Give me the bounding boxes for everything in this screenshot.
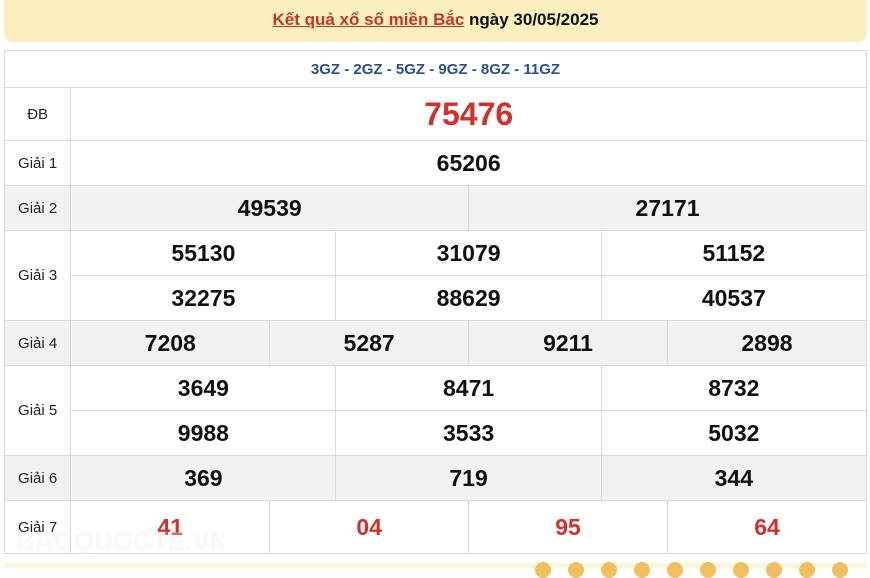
prize-4-value: 2898 <box>666 320 868 366</box>
prize-5-value: 3533 <box>335 410 602 456</box>
prize-5-value: 8471 <box>335 365 602 411</box>
page-title: Kết quả xổ số miền Bắc ngày 30/05/2025 <box>4 0 867 42</box>
results-table: 3GZ - 2GZ - 5GZ - 9GZ - 8GZ - 11GZ ĐB 754… <box>3 50 868 554</box>
prize-3-value: 51152 <box>600 230 868 276</box>
prize-label: Giải 1 <box>3 140 72 186</box>
prize-label: Giải 3 <box>3 230 72 321</box>
prize-5-value: 9988 <box>70 410 337 456</box>
prize-7-value: 64 <box>666 500 868 554</box>
prize-label: ĐB <box>3 87 72 141</box>
prize-3-value: 31079 <box>335 230 602 276</box>
prize-6-value: 369 <box>70 455 337 501</box>
special-prize: 75476 <box>70 87 867 141</box>
prize-label: Giải 6 <box>3 455 72 501</box>
prize-3-value: 40537 <box>600 275 868 321</box>
bottom-strip <box>4 563 867 568</box>
prize-4-value: 9211 <box>468 320 668 366</box>
prize-5-value: 5032 <box>600 410 868 456</box>
prize-3-value: 55130 <box>70 230 337 276</box>
prize-6-value: 719 <box>335 455 602 501</box>
prize-2-value: 49539 <box>70 185 470 231</box>
prize-3-value: 88629 <box>335 275 602 321</box>
special-codes: 3GZ - 2GZ - 5GZ - 9GZ - 8GZ - 11GZ <box>4 50 867 88</box>
prize-4-value: 7208 <box>70 320 271 366</box>
prize-7-value: 41 <box>70 500 271 554</box>
prize-label: Giải 5 <box>3 365 72 456</box>
prize-3-value: 32275 <box>70 275 337 321</box>
prize-2-value: 27171 <box>468 185 867 231</box>
prize-6-value: 344 <box>600 455 868 501</box>
prize-4-value: 5287 <box>269 320 470 366</box>
prize-5-value: 8732 <box>600 365 868 411</box>
title-link[interactable]: Kết quả xổ số miền Bắc <box>272 10 465 29</box>
title-date: ngày 30/05/2025 <box>464 10 599 29</box>
prize-7-value: 95 <box>468 500 668 554</box>
prize-1-value: 65206 <box>70 140 867 186</box>
prize-label: Giải 2 <box>3 185 72 231</box>
prize-label: Giải 4 <box>3 320 72 366</box>
prize-7-value: 04 <box>269 500 470 554</box>
prize-label: Giải 7 <box>3 500 72 554</box>
prize-5-value: 3649 <box>70 365 337 411</box>
decorative-balls <box>535 562 848 578</box>
